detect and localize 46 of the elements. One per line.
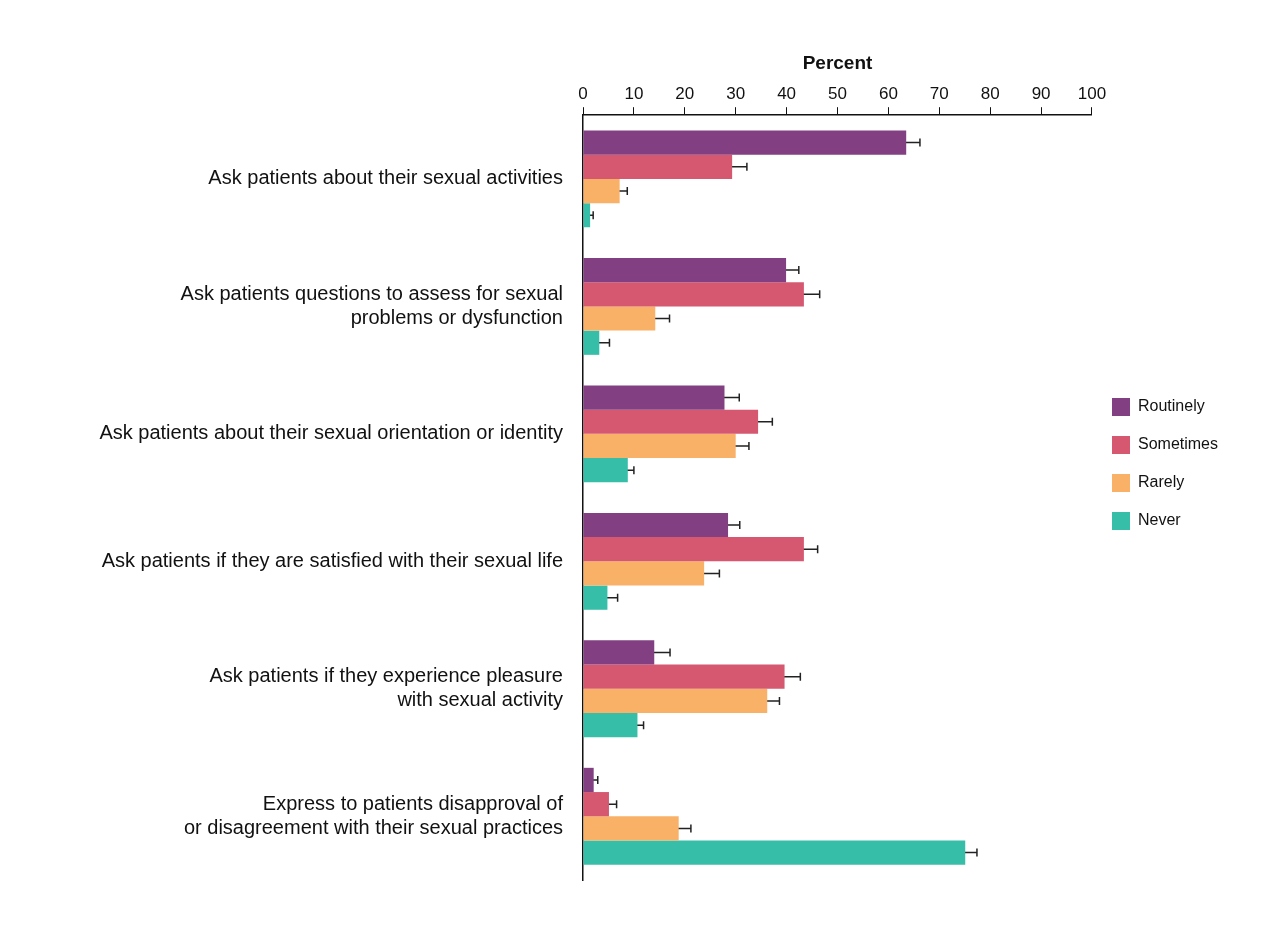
x-axis-title: Percent xyxy=(802,51,874,73)
x-tick-label: 50 xyxy=(828,83,847,103)
bar xyxy=(583,458,628,483)
bar xyxy=(583,385,725,410)
bar xyxy=(583,816,679,841)
bar xyxy=(583,585,608,610)
bar xyxy=(583,713,638,738)
bar xyxy=(583,257,787,283)
bar xyxy=(583,409,759,434)
bar xyxy=(583,664,785,689)
bar xyxy=(583,767,594,793)
bar xyxy=(583,178,620,204)
y-tick-label: Ask patients if they experience pleasure with sexual activity xyxy=(209,664,563,711)
bar xyxy=(583,840,966,865)
x-tick-label: 20 xyxy=(675,83,695,103)
y-tick-label: Ask patients questions to assess for sexual problems or dysfunction xyxy=(180,281,563,328)
x-tick-label: 30 xyxy=(726,83,746,103)
x-tick-label: 100 xyxy=(1077,83,1107,103)
x-tick-label: 10 xyxy=(624,83,644,103)
x-tick-label: 90 xyxy=(1031,83,1051,103)
bar xyxy=(583,792,609,817)
bar xyxy=(583,640,655,665)
y-tick-label: Express to patients disapproval of or disagreement with their sexual practices xyxy=(183,791,564,838)
legend-label: Never xyxy=(1137,511,1182,529)
bar xyxy=(583,688,768,714)
legend-label: Sometimes xyxy=(1137,435,1219,453)
bar xyxy=(583,537,804,562)
legend-label: Routinely xyxy=(1137,397,1205,415)
bar xyxy=(583,512,729,538)
bar xyxy=(583,561,705,586)
y-tick-label: Ask patients if they are satisfied with their sexual life xyxy=(101,548,563,571)
bar xyxy=(583,282,804,307)
x-tick-label: 40 xyxy=(777,83,797,103)
bar xyxy=(583,306,656,331)
x-tick-label: 80 xyxy=(980,83,1000,103)
x-tick-label: 60 xyxy=(878,83,898,103)
bar xyxy=(583,330,600,355)
bar xyxy=(583,130,907,155)
bar xyxy=(583,433,736,459)
x-tick-label: 0 xyxy=(578,83,588,103)
legend-label: Rarely xyxy=(1137,473,1185,491)
x-tick-label: 70 xyxy=(929,83,949,103)
y-tick-label: Ask patients about their sexual orientation or identity xyxy=(99,421,563,444)
bar xyxy=(583,203,591,228)
bar xyxy=(583,154,733,179)
y-tick-label: Ask patients about their sexual activities xyxy=(208,166,563,189)
